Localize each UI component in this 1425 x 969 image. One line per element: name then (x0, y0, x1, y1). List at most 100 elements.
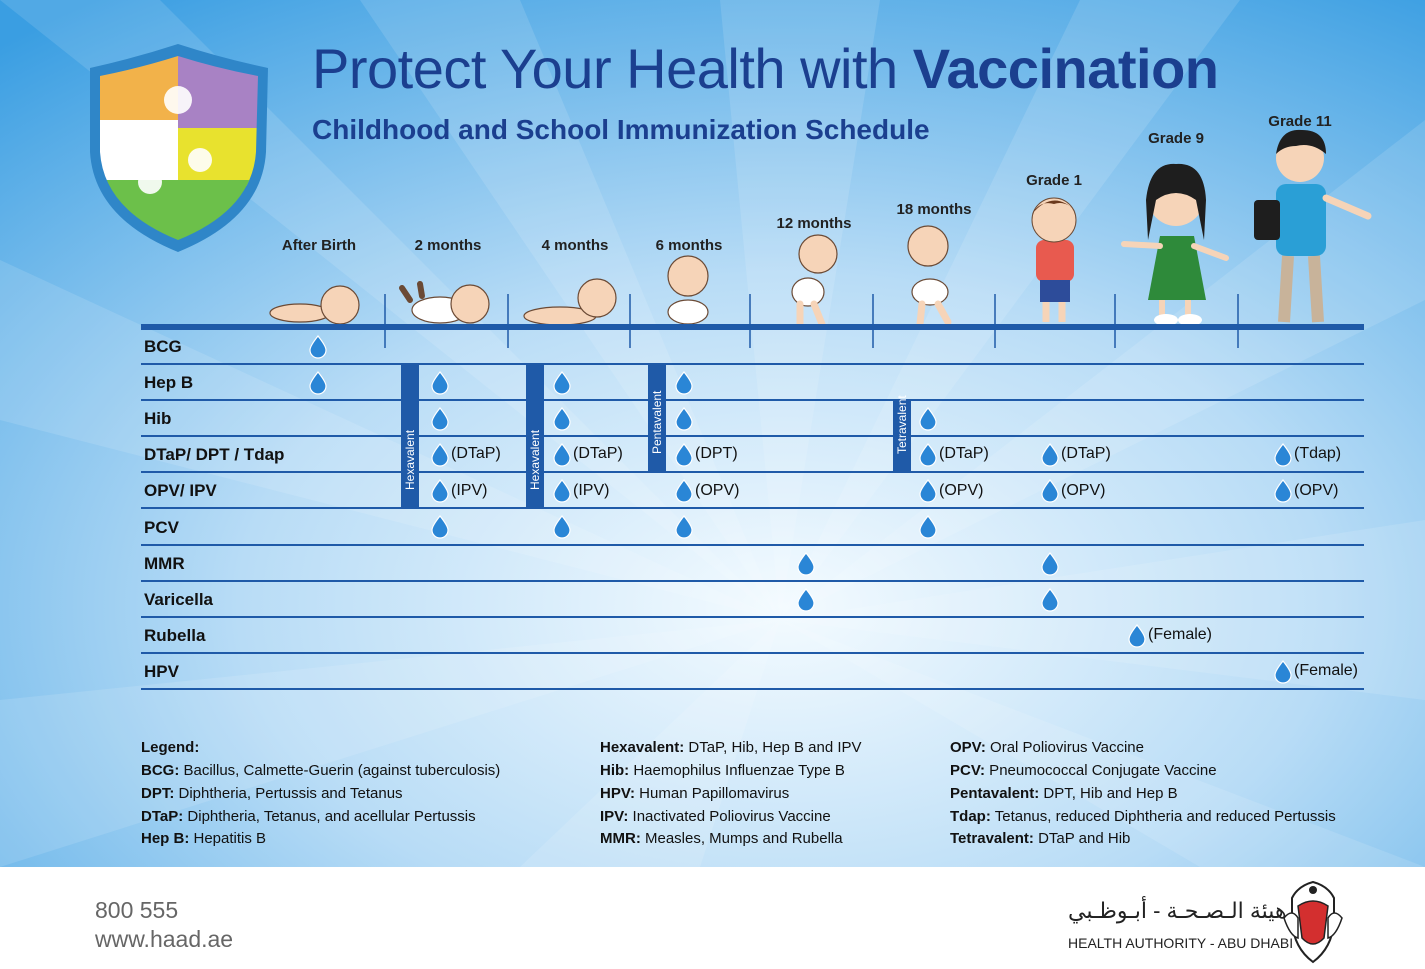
combo-vaccine-label: Tetravalent (895, 395, 909, 454)
dose-note: (OPV) (939, 482, 984, 499)
vaccine-name: BCG (144, 337, 182, 356)
legend-item: MMR: Measles, Mumps and Rubella (600, 830, 843, 847)
vaccine-name: DTaP/ DPT / Tdap (144, 445, 285, 464)
legend-item: PCV: Pneumococcal Conjugate Vaccine (950, 762, 1217, 779)
water-drop-icon (675, 443, 693, 467)
age-label: 12 months (776, 215, 852, 232)
water-drop-icon (431, 479, 449, 503)
water-drop-icon (919, 443, 937, 467)
row-dividers (141, 363, 1364, 690)
footer-phone: 800 555 (95, 897, 179, 923)
water-drop-icon (1041, 552, 1059, 576)
legend-item: HPV: Human Papillomavirus (600, 785, 790, 802)
age-label: Grade 1 (1026, 172, 1082, 189)
combo-vaccine-bar: Hexavalent (526, 364, 544, 508)
water-drop-icon (553, 515, 571, 539)
page-subtitle: Childhood and School Immunization Schedu… (312, 114, 930, 145)
legend-item: OPV: Oral Poliovirus Vaccine (950, 739, 1144, 756)
dose-note: (IPV) (451, 482, 488, 499)
legend-item: Hexavalent: DTaP, Hib, Hep B and IPV (600, 739, 862, 756)
baby-12-months-icon (791, 234, 838, 328)
dose-note: (Female) (1148, 626, 1213, 643)
vaccine-name: PCV (144, 518, 179, 537)
grade-1-child-icon (1031, 197, 1077, 322)
water-drop-icon (553, 407, 571, 431)
vaccine-name: Rubella (144, 626, 206, 645)
water-drop-icon (1274, 479, 1292, 503)
water-drop-icon (675, 515, 693, 539)
water-drop-icon (919, 479, 937, 503)
vaccine-name: Hep B (144, 373, 194, 392)
water-drop-icon (797, 588, 815, 612)
combo-vaccine-label: Pentavalent (650, 390, 664, 454)
legend-item: Pentavalent: DPT, Hib and Hep B (950, 785, 1178, 802)
water-drop-icon (1128, 624, 1146, 648)
schedule-grid (141, 294, 1364, 690)
legend-item: Tetravalent: DTaP and Hib (950, 830, 1131, 847)
footer-website[interactable]: www.haad.ae (95, 926, 234, 952)
water-drop-icon (675, 371, 693, 395)
combo-vaccine-bar: Pentavalent (648, 364, 666, 472)
baby-6-months-icon (667, 255, 709, 325)
vaccine-name: MMR (144, 554, 185, 573)
water-drop-icon (1041, 479, 1059, 503)
dose-note: (OPV) (695, 482, 740, 499)
falcon-emblem-icon (1283, 880, 1343, 964)
baby-18-months-icon (907, 225, 952, 328)
dose-markers (309, 335, 1292, 684)
puzzle-shield-icon (90, 44, 268, 252)
water-drop-icon (919, 407, 937, 431)
legend-item: Hib: Haemophilus Influenzae Type B (600, 762, 845, 779)
authority-name-arabic: هيئة الـصـحـة - أبـوظـبي (1068, 898, 1287, 923)
combo-vaccine-bar: Hexavalent (401, 364, 419, 508)
legend-item: DTaP: Diphtheria, Tetanus, and acellular… (141, 808, 476, 825)
water-drop-icon (675, 479, 693, 503)
water-drop-icon (553, 479, 571, 503)
legend-item: DPT: Diphtheria, Pertussis and Tetanus (141, 785, 403, 802)
dose-note: (DPT) (695, 445, 738, 462)
legend-heading: Legend: (141, 739, 200, 756)
authority-name-english: HEALTH AUTHORITY - ABU DHABI (1068, 935, 1294, 951)
dose-note: (Female) (1294, 662, 1359, 679)
legend-item: IPV: Inactivated Poliovirus Vaccine (600, 808, 831, 825)
dose-note: (OPV) (1061, 482, 1106, 499)
dose-note: (DTaP) (451, 445, 501, 462)
grade-9-child-icon (1121, 163, 1229, 326)
water-drop-icon (431, 443, 449, 467)
dose-note: (Tdap) (1294, 445, 1342, 462)
water-drop-icon (309, 371, 327, 395)
age-label: 18 months (896, 201, 972, 218)
combo-vaccine-label: Hexavalent (528, 429, 542, 490)
age-label: Grade 9 (1148, 130, 1204, 147)
water-drop-icon (919, 515, 937, 539)
vaccine-name: Hib (144, 409, 172, 428)
grade-11-child-icon (1254, 129, 1372, 323)
age-label: After Birth (281, 237, 357, 254)
dose-note: (OPV) (1294, 482, 1339, 499)
vaccine-name: OPV/ IPV (144, 481, 217, 500)
combo-vaccine-label: Hexavalent (403, 429, 417, 490)
water-drop-icon (553, 443, 571, 467)
dose-note: (DTaP) (1061, 445, 1111, 462)
age-label: 4 months (541, 237, 609, 254)
baby-4-months-icon (523, 278, 617, 326)
age-illustrations (269, 129, 1372, 328)
water-drop-icon (1041, 588, 1059, 612)
water-drop-icon (431, 407, 449, 431)
dose-note: (IPV) (573, 482, 610, 499)
legend-item: BCG: Bacillus, Calmette-Guerin (against … (141, 762, 501, 779)
water-drop-icon (1274, 443, 1292, 467)
water-drop-icon (431, 515, 449, 539)
legend-item: Tdap: Tetanus, reduced Diphtheria and re… (950, 808, 1336, 825)
vaccine-name: Varicella (144, 590, 214, 609)
water-drop-icon (1274, 660, 1292, 684)
age-label: 6 months (655, 237, 723, 254)
water-drop-icon (1041, 443, 1059, 467)
dose-note: (DTaP) (939, 445, 989, 462)
age-label: 2 months (414, 237, 482, 254)
column-ticks (384, 294, 1239, 348)
combo-vaccine-bar: Tetravalent (893, 395, 911, 472)
legend-item: Hep B: Hepatitis B (141, 830, 267, 847)
age-label: Grade 11 (1268, 113, 1332, 130)
